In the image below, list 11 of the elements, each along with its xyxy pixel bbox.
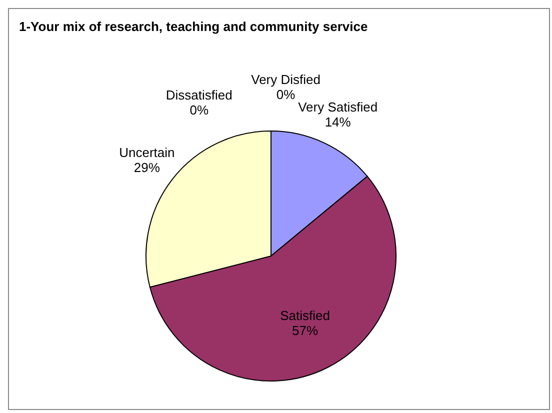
text: 0% bbox=[276, 86, 296, 102]
category-label: Dissatisfied bbox=[166, 87, 232, 102]
data-label: 29% bbox=[134, 160, 160, 176]
data-label: 14% bbox=[324, 114, 352, 130]
chart-title: 1-Your mix of research, teaching and community service bbox=[19, 19, 369, 34]
slice-label: Satisfied bbox=[280, 308, 330, 324]
data-label: 57% bbox=[292, 323, 318, 338]
slice-label: Uncertain bbox=[119, 145, 175, 160]
category-label: Very Disfied bbox=[251, 72, 321, 88]
text: 0% bbox=[190, 102, 209, 118]
slice-label: Very Satisfied bbox=[298, 99, 378, 114]
